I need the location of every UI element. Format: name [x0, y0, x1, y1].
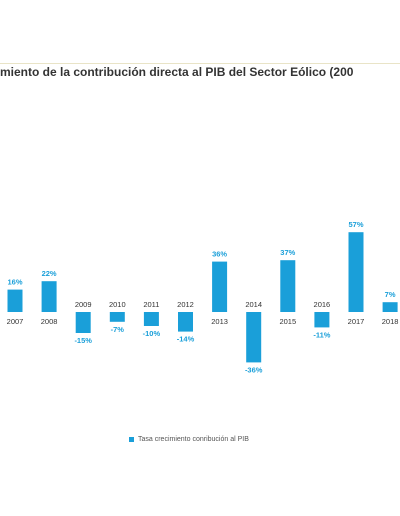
bar-2008: [41, 281, 57, 312]
value-label-2008: 22%: [42, 269, 57, 278]
legend: Tasa crecimiento conribución al PIB: [129, 436, 249, 443]
category-label-2015: 2015: [279, 317, 296, 326]
category-label-2009: 2009: [75, 300, 92, 309]
bar-2018: [382, 302, 398, 312]
value-label-2016: -11%: [313, 330, 330, 339]
value-label-2017: 57%: [348, 220, 363, 229]
bar-2017: [348, 232, 364, 312]
category-label-2017: 2017: [348, 317, 365, 326]
category-label-2012: 2012: [177, 300, 194, 309]
value-label-2012: -14%: [177, 335, 195, 344]
value-label-2018: 7%: [385, 290, 396, 299]
value-label-2015: 37%: [280, 248, 295, 257]
category-label-2011: 2011: [143, 300, 159, 309]
value-label-2011: -10%: [143, 329, 161, 338]
legend-swatch: [129, 437, 134, 442]
header-divider: [0, 63, 400, 64]
category-label-2008: 2008: [41, 317, 58, 326]
value-label-2010: -7%: [111, 325, 125, 334]
value-label-2007: 16%: [7, 278, 22, 287]
category-label-2013: 2013: [211, 317, 228, 326]
bar-2013: [212, 261, 228, 312]
bar-2010: [109, 312, 125, 322]
legend-label: Tasa crecimiento conribución al PIB: [138, 436, 249, 443]
bar-2015: [280, 260, 296, 312]
chart-title: miento de la contribución directa al PIB…: [0, 65, 354, 79]
bar-2009: [75, 312, 91, 333]
category-label-2010: 2010: [109, 300, 126, 309]
bar-2014: [246, 312, 262, 363]
category-label-2018: 2018: [382, 317, 399, 326]
value-label-2013: 36%: [212, 250, 227, 259]
category-label-2014: 2014: [245, 300, 262, 309]
bar-2007: [7, 289, 23, 312]
category-label-2016: 2016: [314, 300, 331, 309]
value-label-2014: -36%: [245, 365, 263, 374]
bar-2012: [178, 312, 193, 332]
bar-2011: [143, 312, 159, 326]
bar-2016: [314, 312, 330, 328]
category-label-2007: 2007: [7, 317, 24, 326]
value-label-2009: -15%: [74, 336, 92, 345]
